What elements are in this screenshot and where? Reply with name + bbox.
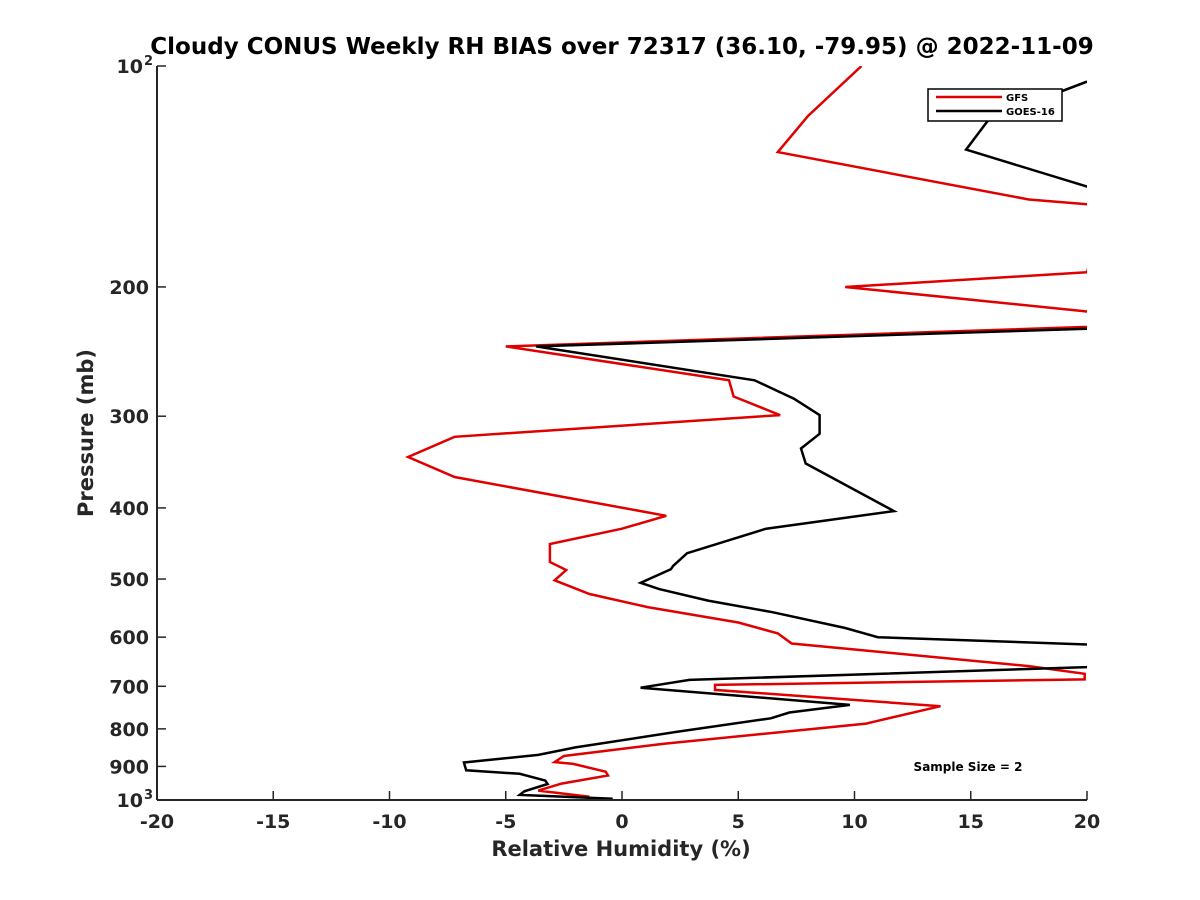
x-axis-label: Relative Humidity (%) [491,837,750,861]
y-tick-label: 10 [117,790,143,812]
x-tick-label: 0 [615,811,628,833]
series-line-gfs [404,66,1087,799]
x-tick-label: -15 [256,811,290,833]
y-tick-exponent: 3 [144,788,153,803]
series-line-goes16 [462,80,1087,800]
y-tick-label: 800 [109,719,149,741]
y-tick-label: 10 [117,56,143,78]
x-tick-label: 15 [958,811,984,833]
x-ticks: -20 -15 -10 -5 0 5 10 15 20 [140,791,1100,833]
y-tick-label: 200 [109,277,149,299]
y-tick-label: 700 [109,676,149,698]
plot-area [157,66,1087,800]
legend: GFS GOES-16 [927,88,1063,122]
chart-title: Cloudy CONUS Weekly RH BIAS over 72317 (… [150,34,1093,60]
y-tick-label: 600 [109,627,149,649]
series-layer [404,66,1087,800]
y-tick-label: 400 [109,498,149,520]
y-tick-label: 300 [109,406,149,428]
x-tick-label: -5 [495,811,516,833]
legend-box [927,88,1063,122]
y-tick-exponent: 2 [144,54,153,69]
x-tick-label: 5 [732,811,745,833]
x-tick-label: -20 [140,811,174,833]
sample-size-annotation: Sample Size = 2 [914,760,1023,774]
y-tick-label: 500 [109,569,149,591]
y-axis-label: Pressure (mb) [74,349,98,517]
x-tick-label: -10 [372,811,406,833]
y-tick-label: 900 [109,756,149,778]
x-tick-label: 10 [841,811,867,833]
x-tick-label: 20 [1074,811,1100,833]
legend-label-gfs: GFS [1006,93,1028,104]
legend-label-goes16: GOES-16 [1006,107,1055,118]
